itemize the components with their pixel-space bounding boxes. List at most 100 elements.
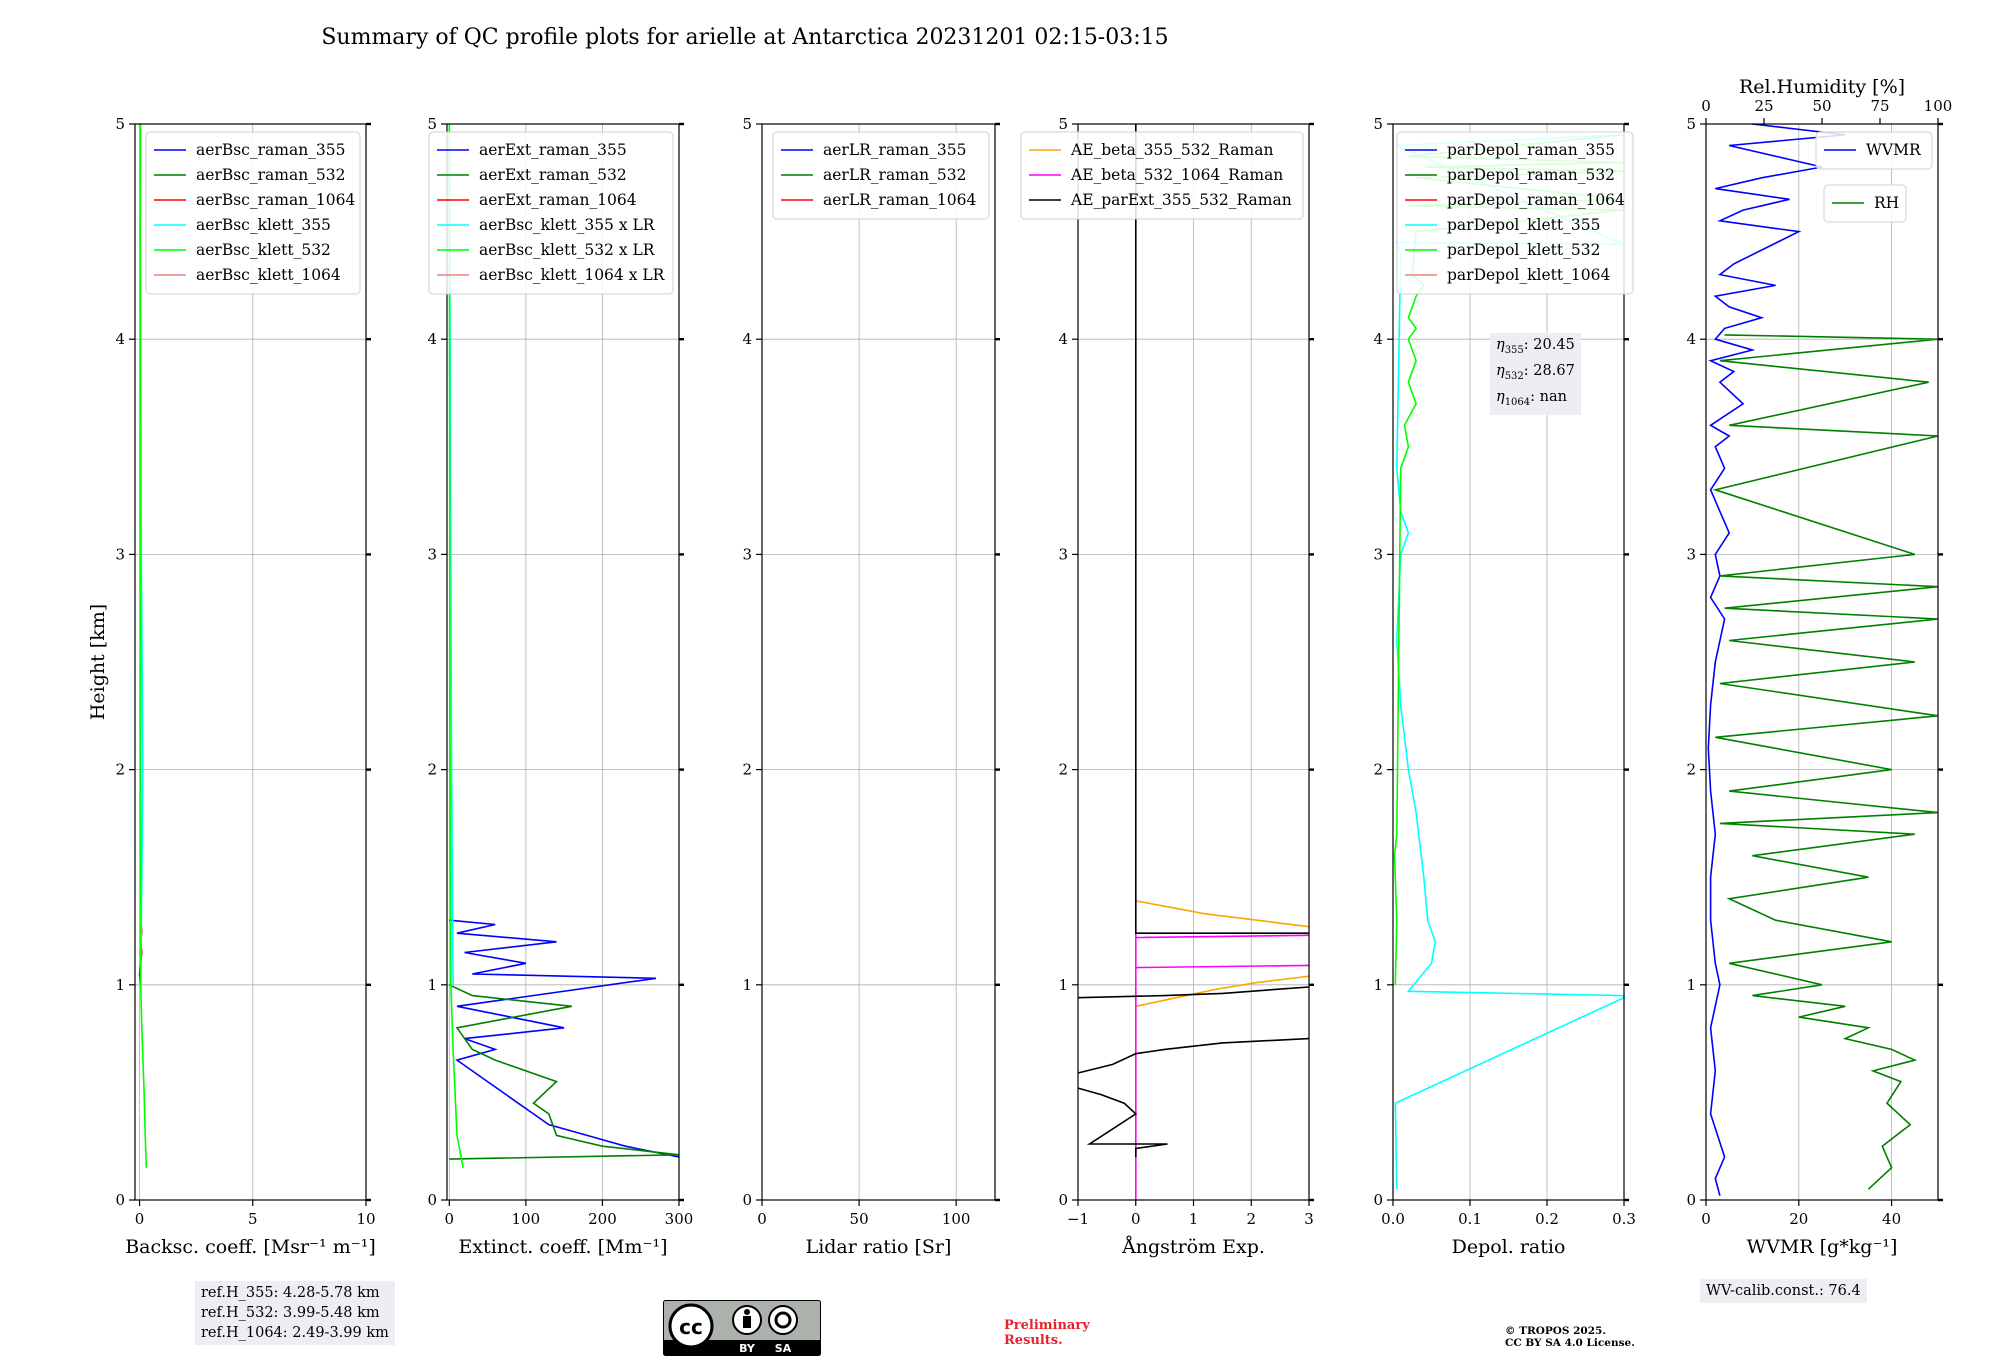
axes-frame <box>1705 123 1939 1201</box>
x-tick-label: 50 <box>850 1210 869 1228</box>
legend-entry: AE_parExt_355_532_Raman <box>1070 191 1292 209</box>
legend-entry: aerBsc_klett_1064 <box>196 266 341 284</box>
y-tick-label: 2 <box>427 761 437 779</box>
x-tick-label: 100 <box>942 1210 971 1228</box>
legend: WVMR <box>1815 131 1933 170</box>
x-tick-label: 0 <box>135 1210 145 1228</box>
series-line-aerext-raman-532 <box>448 984 680 1160</box>
legend-frame <box>772 131 990 220</box>
y-tick-label: 1 <box>115 976 125 994</box>
x-tick-label: 0.3 <box>1612 1210 1636 1228</box>
legend: aerExt_raman_355 aerExt_raman_532 aerExt_r… <box>428 131 674 295</box>
eta-355-value: 20.45 <box>1533 337 1575 353</box>
y-tick-label: 5 <box>427 115 437 133</box>
y-tick-label: 0 <box>742 1191 752 1209</box>
chart-panel-1: 0 5 10 0 1 2 3 4 5 Backsc. coeff. [Msr⁻¹ m⁻¹] Heig… <box>87 115 376 1258</box>
y-tick-label: 2 <box>1058 761 1068 779</box>
x-tick-label: 2 <box>1246 1210 1256 1228</box>
wv-calibration-constant: WV-calib.const.: 76.4 <box>1706 1283 1861 1299</box>
x-tick-label: 0 <box>1131 1210 1141 1228</box>
legend-entry: AE_beta_355_532_Raman <box>1070 141 1273 159</box>
secondary-x-tick-label: 25 <box>1754 97 1773 115</box>
legend-entry: aerBsc_klett_532 <box>196 241 331 259</box>
y-tick-label: 4 <box>1058 330 1068 348</box>
series-line-ae-beta-532-1064-raman <box>1135 933 1310 1200</box>
x-axis-label: WVMR [g*kg⁻¹] <box>1747 1236 1898 1258</box>
ref-height-532: ref.H_532: 3.99-5.48 km <box>201 1305 380 1321</box>
legend-entry: aerBsc_klett_532 x LR <box>479 241 656 259</box>
legend-entry: WVMR <box>1866 141 1922 159</box>
legend-entry: aerBsc_klett_1064 x LR <box>479 266 666 284</box>
secondary-x-tick-label: 100 <box>1924 97 1953 115</box>
x-tick-label: 0 <box>445 1210 455 1228</box>
series-line-aerbsc-klett-532-x-lr <box>448 123 464 1168</box>
legend-entry: aerBsc_raman_1064 <box>196 191 356 209</box>
figure-title: Summary of QC profile plots for arielle … <box>321 25 1168 50</box>
y-tick-label: 3 <box>1373 545 1383 563</box>
y-tick-label: 1 <box>1373 976 1383 994</box>
series-line-aerext-raman-355 <box>449 919 680 1158</box>
y-tick-label: 4 <box>1686 330 1696 348</box>
legend-frame <box>145 131 361 295</box>
y-tick-label: 3 <box>1058 545 1068 563</box>
x-tick-label: 20 <box>1789 1210 1808 1228</box>
legend-frame <box>1823 184 1907 223</box>
y-tick-label: 3 <box>1686 545 1696 563</box>
y-tick-label: 2 <box>742 761 752 779</box>
y-tick-label: 4 <box>115 330 125 348</box>
ref-height-355: ref.H_355: 4.28-5.78 km <box>201 1285 380 1301</box>
legend-entry: parDepol_klett_355 <box>1447 216 1600 234</box>
svg-text:cc: cc <box>679 1315 703 1339</box>
x-tick-label: 100 <box>512 1210 541 1228</box>
axes-frame <box>134 123 367 1201</box>
secondary-x-tick-label: 50 <box>1812 97 1831 115</box>
y-tick-label: 0 <box>427 1191 437 1209</box>
chart-panel-6: 0 20 40 0 1 2 3 4 5 WVMR [g*kg⁻¹] 0 25 50 75 100 Rel.Hu… <box>1686 76 1952 1258</box>
reference-height-box: ref.H_355: 4.28-5.78 km ref.H_532: 3.99-… <box>195 1281 395 1345</box>
legend-frame <box>1815 131 1933 170</box>
legend-entry: aerBsc_klett_355 x LR <box>479 216 656 234</box>
legend-entry: aerLR_raman_1064 <box>823 191 976 209</box>
eta-annotation-box: η355: 20.45 η532: 28.67 η1064: nan <box>1490 333 1581 415</box>
x-tick-label: 0 <box>1701 1210 1711 1228</box>
legend-entry: AE_beta_532_1064_Raman <box>1070 166 1283 184</box>
y-tick-label: 4 <box>1373 330 1383 348</box>
legend-entry: aerBsc_klett_355 <box>196 216 331 234</box>
eta-1064-line: η1064: nan <box>1496 388 1567 408</box>
axes-frame <box>761 123 996 1201</box>
chart-panel-2: 0 100 200 300 0 1 2 3 4 5 Extinct. coeff. [Mm⁻¹] ae… <box>427 115 693 1258</box>
license-by-label: BY <box>739 1342 756 1355</box>
x-tick-label: 1 <box>1189 1210 1199 1228</box>
eta-532-line: η532: 28.67 <box>1496 362 1575 382</box>
x-tick-label: 40 <box>1882 1210 1901 1228</box>
y-tick-label: 0 <box>1686 1191 1696 1209</box>
attribution-icon <box>732 1305 762 1335</box>
preliminary-results-note: Preliminary Results. <box>1004 1318 1090 1348</box>
eta-355-line: η355: 20.45 <box>1496 337 1575 356</box>
x-tick-label: −1 <box>1067 1210 1089 1228</box>
eta-532-value: 28.67 <box>1533 362 1575 379</box>
y-tick-label: 5 <box>1686 115 1696 133</box>
legend-frame <box>1020 131 1304 220</box>
y-tick-label: 5 <box>1373 115 1383 133</box>
copyright-line-2: CC BY SA 4.0 License. <box>1505 1337 1635 1349</box>
legend-entry: aerBsc_raman_532 <box>196 166 346 184</box>
y-tick-label: 5 <box>742 115 752 133</box>
legend-entry: aerExt_raman_355 <box>479 141 627 159</box>
chart-panel-3: 0 50 100 0 1 2 3 4 5 Lidar ratio [Sr] aerLR_raman_… <box>742 115 1000 1258</box>
series-line-ae-beta-355-532-raman <box>1135 900 1310 1008</box>
series-line-ae-parext-355-532-raman <box>1077 124 1310 1157</box>
secondary-x-tick-label: 75 <box>1870 97 1889 115</box>
y-tick-label: 1 <box>427 976 437 994</box>
y-tick-label: 1 <box>742 976 752 994</box>
y-tick-label: 2 <box>115 761 125 779</box>
x-tick-label: 0.1 <box>1458 1210 1482 1228</box>
eta-1064-value: nan <box>1539 388 1567 405</box>
x-tick-label: 0.0 <box>1381 1210 1405 1228</box>
copyright-note: © TROPOS 2025. CC BY SA 4.0 License. <box>1505 1325 1635 1349</box>
legend: AE_beta_355_532_Raman AE_beta_532_1064_Ra… <box>1020 131 1304 220</box>
x-tick-label: 0 <box>757 1210 767 1228</box>
axes-frame <box>1392 123 1625 1201</box>
preliminary-line-2: Results. <box>1004 1333 1063 1348</box>
